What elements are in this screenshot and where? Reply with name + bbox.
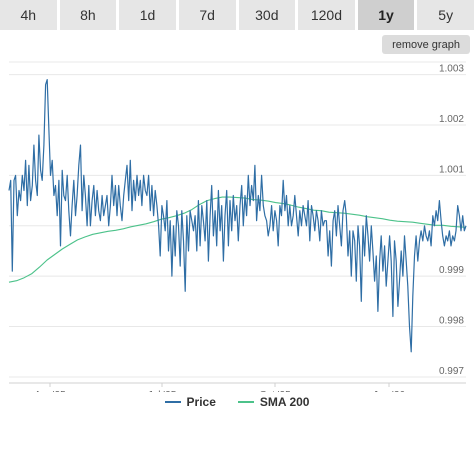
y-tick-label: 0.998 bbox=[439, 316, 464, 327]
remove-graph-button[interactable]: remove graph bbox=[382, 35, 470, 54]
x-tick-label: Apr '25 bbox=[34, 390, 66, 392]
y-tick-label: 1.001 bbox=[439, 164, 464, 175]
price-series-line bbox=[8, 78, 467, 353]
tab-1d[interactable]: 1d bbox=[119, 0, 176, 30]
tab-7d[interactable]: 7d bbox=[178, 0, 236, 30]
y-tick-label: 0.999 bbox=[439, 265, 464, 276]
y-tick-label: 1.003 bbox=[439, 64, 464, 75]
tab-1y[interactable]: 1y bbox=[357, 0, 415, 30]
tab-5y[interactable]: 5y bbox=[417, 0, 474, 30]
y-tick-label: 0.997 bbox=[439, 366, 464, 377]
x-tick-label: Jul '25 bbox=[148, 390, 177, 392]
time-range-tabs: 4h 8h 1d 7d 30d 120d 1y 5y bbox=[0, 0, 474, 30]
legend-swatch-price bbox=[164, 401, 181, 403]
price-chart: 1.003 1.002 1.001 0.999 0.998 0.997 Apr '25 Ju… bbox=[8, 61, 467, 392]
legend-label-price: Price bbox=[186, 395, 216, 409]
legend-item-sma-200[interactable]: SMA 200 bbox=[237, 395, 310, 409]
tab-8h[interactable]: 8h bbox=[59, 0, 117, 30]
y-tick-label: 1.002 bbox=[439, 114, 464, 125]
legend-swatch-sma-200 bbox=[237, 401, 254, 403]
x-axis-labels: Apr '25 Jul '25 Oct '25 Jan '26 bbox=[34, 390, 405, 392]
tab-30d[interactable]: 30d bbox=[238, 0, 296, 30]
sma-200-series-line bbox=[8, 196, 467, 283]
chart-series bbox=[8, 78, 467, 353]
legend-label-sma-200: SMA 200 bbox=[259, 395, 310, 409]
x-tick-label: Jan '26 bbox=[373, 390, 405, 392]
x-tick-label: Oct '25 bbox=[259, 390, 291, 392]
tab-120d[interactable]: 120d bbox=[298, 0, 355, 30]
legend-item-price[interactable]: Price bbox=[164, 395, 216, 409]
chart-grid bbox=[9, 61, 466, 387]
y-axis-labels: 1.003 1.002 1.001 0.999 0.998 0.997 bbox=[439, 64, 464, 377]
chart-legend: Price SMA 200 bbox=[0, 392, 474, 412]
tab-4h[interactable]: 4h bbox=[0, 0, 57, 30]
